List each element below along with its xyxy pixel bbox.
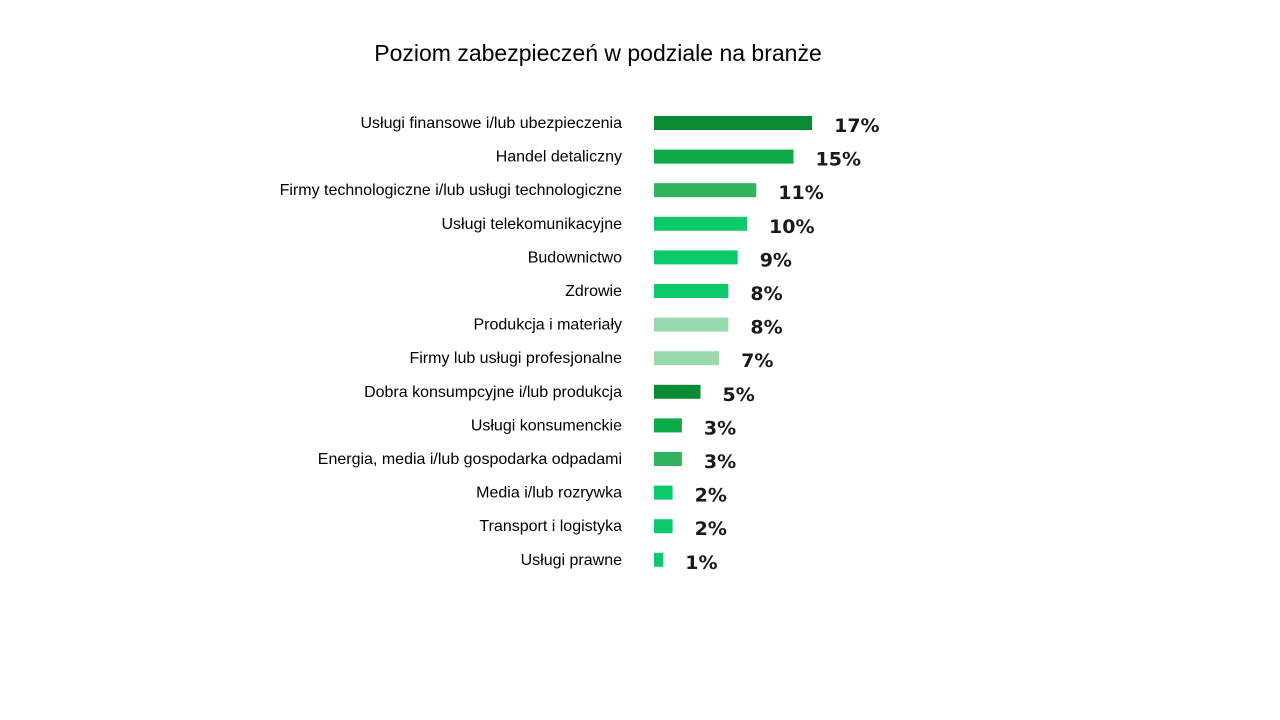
value-label: 1% [685, 552, 717, 574]
value-label: 11% [778, 182, 823, 204]
value-label: 3% [704, 451, 736, 473]
category-label: Produkcja i materiały [474, 317, 623, 334]
bar [654, 519, 673, 534]
value-label: 17% [834, 115, 879, 137]
category-label: Dobra konsumpcyjne i/lub produkcja [364, 384, 622, 401]
category-label: Energia, media i/lub gospodarka odpadami [318, 451, 622, 468]
bar [654, 452, 682, 466]
category-label: Handel detaliczny [496, 149, 622, 166]
value-label: 3% [704, 417, 736, 439]
category-label: Usługi finansowe i/lub ubezpieczenia [361, 115, 623, 132]
category-label: Firmy lub usługi profesjonalne [409, 350, 622, 367]
category-label: Usługi konsumenckie [471, 417, 622, 434]
category-label: Budownictwo [528, 249, 622, 266]
value-label: 15% [816, 149, 861, 171]
value-label: 8% [750, 283, 782, 305]
category-labels: Usługi finansowe i/lub ubezpieczenia Hand… [280, 115, 623, 569]
bar [654, 552, 664, 567]
bars [654, 116, 813, 567]
bar [654, 384, 701, 399]
bar [654, 317, 729, 332]
bar [654, 116, 813, 130]
bar [654, 418, 682, 433]
bar [654, 149, 794, 164]
bar [654, 284, 729, 298]
bar [654, 216, 747, 231]
value-label: 2% [695, 518, 727, 540]
chart-title: Poziom zabezpieczeń w podziale na branże [374, 40, 822, 66]
category-label: Zdrowie [565, 283, 622, 300]
category-label: Usługi prawne [521, 552, 622, 569]
value-label: 2% [695, 485, 727, 507]
value-label: 10% [769, 216, 814, 238]
bar [654, 351, 720, 366]
category-label: Transport i logistyka [479, 518, 622, 535]
value-label: 8% [750, 317, 782, 339]
bar [654, 250, 738, 265]
category-label: Firmy technologiczne i/lub usługi techno… [280, 182, 623, 199]
category-label: Media i/lub rozrywka [476, 485, 622, 502]
bar [654, 485, 673, 500]
value-labels: 17% 15% 11% 10% 9% 8% 8% 7% 5% 3% 3% 2% 2% 1% [685, 115, 879, 574]
value-label: 5% [723, 384, 755, 406]
value-label: 9% [760, 249, 792, 271]
bar [654, 183, 757, 198]
category-label: Usługi telekomunikacyjne [441, 216, 622, 233]
value-label: 7% [741, 350, 773, 372]
